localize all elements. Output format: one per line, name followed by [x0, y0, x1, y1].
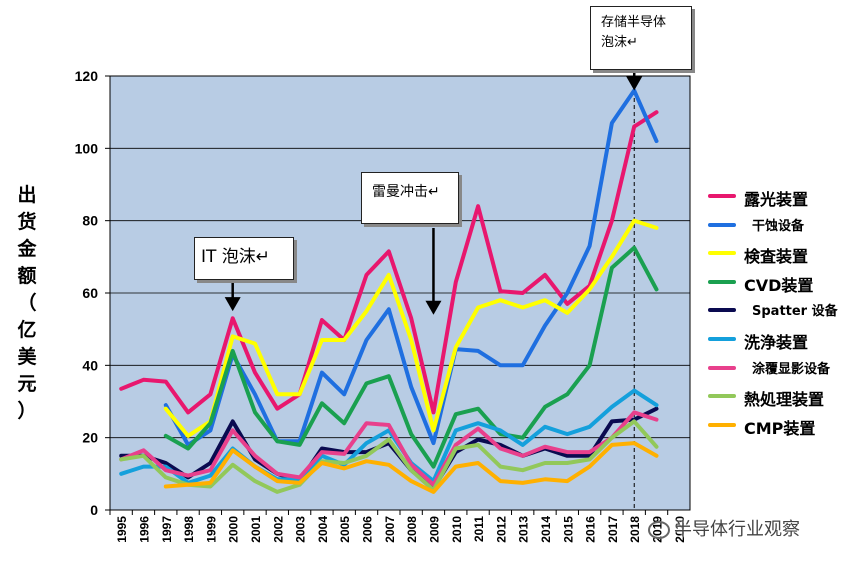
legend-swatch — [708, 308, 736, 313]
x-tick-label: 1997 — [160, 516, 174, 543]
y-tick-label: 120 — [75, 68, 99, 84]
legend-label: 露光装置 — [744, 190, 809, 209]
legend-swatch — [708, 194, 736, 198]
legend-label: 洗浄装置 — [744, 333, 809, 352]
x-tick-label: 1998 — [182, 516, 196, 543]
annotation-arrow-head — [425, 300, 442, 315]
x-tick-label: 2018 — [628, 516, 642, 543]
legend-label: 干蚀设备 — [752, 218, 805, 234]
series-line-6 — [119, 410, 659, 487]
series-line-5 — [119, 388, 659, 485]
y-tick-label: 0 — [90, 502, 98, 518]
y-tick-label: 20 — [82, 430, 98, 446]
watermark-text: 半导体行业观察 — [674, 519, 800, 540]
x-tick-label: 1995 — [115, 516, 129, 543]
series-line-8 — [163, 441, 659, 494]
legend-label: 涂覆显影设备 — [752, 361, 831, 377]
x-tick-label: 2001 — [249, 516, 263, 543]
legend-swatch — [708, 337, 736, 341]
y-axis-label-char: 货 — [17, 211, 37, 233]
series-line-7 — [119, 419, 659, 494]
y-axis-label-char: ） — [17, 400, 37, 422]
series-line-0 — [119, 110, 659, 415]
x-tick-label: 2007 — [383, 516, 397, 543]
x-tick-label: 2014 — [539, 516, 553, 543]
callout-memory-line1: 存储半导体 — [601, 15, 667, 30]
x-tick-label: 2011 — [472, 516, 486, 542]
legend-swatch — [708, 365, 736, 370]
x-tick-label: 2004 — [316, 516, 330, 543]
legend-swatch — [708, 251, 736, 256]
callout-memory-line2: 泡沫↵ — [601, 35, 638, 50]
y-axis-label-char: 美 — [17, 346, 37, 368]
wechat-icon — [648, 521, 670, 539]
x-tick-label: 2015 — [561, 516, 575, 543]
y-axis-label-char: 金 — [17, 238, 37, 260]
series-line-2 — [163, 218, 659, 438]
x-tick-label: 1996 — [137, 516, 151, 543]
x-tick-label: 2000 — [227, 516, 241, 543]
series-line-1 — [163, 88, 659, 447]
y-tick-label: 100 — [75, 140, 99, 156]
x-tick-label: 2006 — [361, 516, 375, 543]
x-tick-label: 2020 — [673, 516, 687, 543]
y-tick-label: 80 — [82, 213, 98, 229]
y-axis-label-char: （ — [17, 292, 37, 314]
callout-it-bubble: IT 泡沫↵ — [194, 237, 294, 280]
y-tick-label: 40 — [82, 357, 98, 373]
series-line-4 — [119, 406, 659, 491]
y-axis-label-char: 出 — [17, 184, 37, 206]
y-axis-label-mark: ↵ — [26, 382, 34, 392]
x-tick-label: 2002 — [271, 516, 285, 543]
x-tick-label: 2017 — [606, 516, 620, 543]
legend-swatch — [708, 279, 736, 284]
legend-label: 熱処理装置 — [744, 390, 825, 410]
legend-label: 検査装置 — [744, 247, 809, 267]
x-tick-label: 2005 — [338, 516, 352, 543]
y-axis-label-char: 额 — [17, 265, 37, 287]
legend-swatch — [708, 222, 736, 227]
watermark: 半导体行业观察 — [648, 515, 800, 541]
x-tick-label: 2012 — [494, 516, 508, 543]
legend-label: CVD装置 — [744, 275, 814, 295]
legend-swatch — [708, 422, 736, 427]
legend-swatch — [708, 394, 736, 399]
x-tick-label: 2008 — [405, 516, 419, 543]
annotation-arrow-head — [626, 76, 643, 91]
y-axis-label-char: 亿 — [17, 319, 37, 341]
x-tick-label: 1999 — [204, 516, 218, 543]
legend-label: CMP装置 — [744, 418, 816, 438]
annotation-arrow-head — [224, 297, 241, 312]
callout-memory-bubble: 存储半导体 泡沫↵ — [590, 6, 692, 70]
y-axis-label: 出货金额 （ 亿美元 ） — [14, 182, 40, 425]
legend-label: Spatter 设备 — [752, 304, 838, 320]
x-tick-label: 2010 — [450, 516, 464, 543]
y-axis-label-char: 元 — [17, 373, 37, 395]
x-tick-label: 2009 — [427, 516, 441, 543]
x-tick-label: 2013 — [517, 516, 531, 543]
x-tick-label: 2003 — [294, 516, 308, 543]
y-tick-label: 60 — [82, 285, 98, 301]
series-line-3 — [163, 245, 659, 469]
x-tick-label: 2016 — [584, 516, 598, 543]
callout-lehman-shock: 雷曼冲击↵ — [361, 172, 459, 224]
